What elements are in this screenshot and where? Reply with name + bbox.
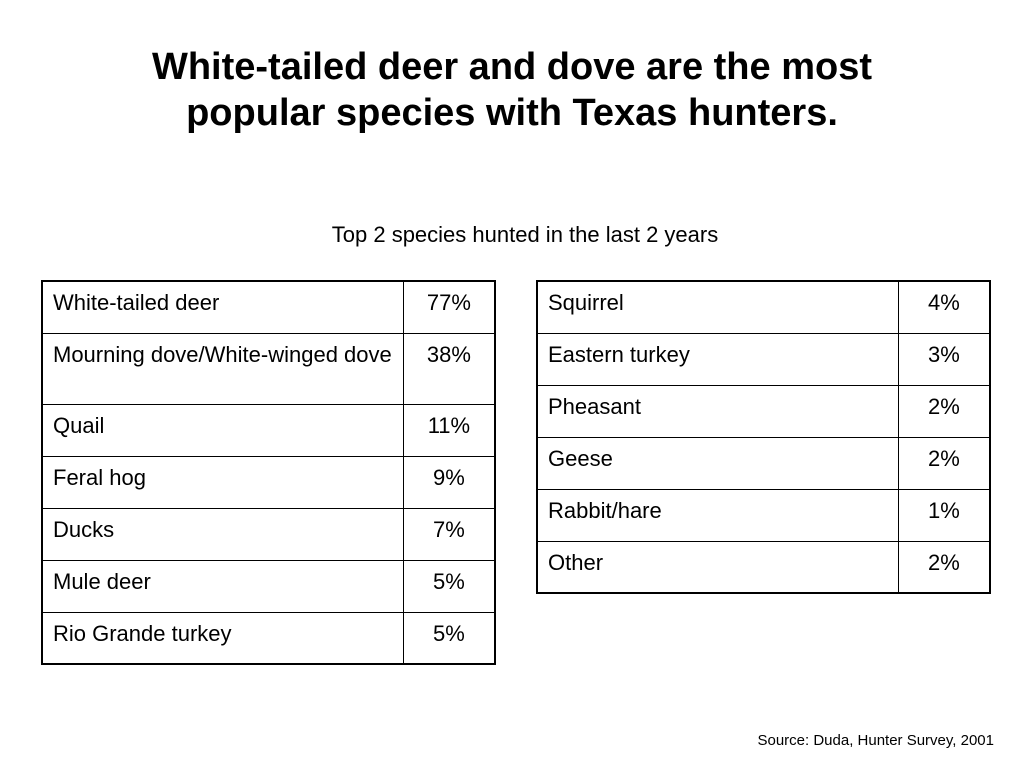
percent-cell: 2% (897, 540, 991, 594)
species-name-cell: Pheasant (536, 384, 899, 438)
species-table-left: White-tailed deer 77% Mourning dove/Whit… (41, 280, 496, 665)
percent-cell: 5% (402, 559, 496, 613)
table-row: Mule deer 5% (41, 559, 496, 613)
table-row: Rio Grande turkey 5% (41, 611, 496, 665)
table-row: White-tailed deer 77% (41, 280, 496, 334)
percent-cell: 2% (897, 436, 991, 490)
table-row: Squirrel 4% (536, 280, 991, 334)
species-name-cell: Ducks (41, 507, 404, 561)
percent-cell: 7% (402, 507, 496, 561)
species-name-cell: Rabbit/hare (536, 488, 899, 542)
percent-cell: 77% (402, 280, 496, 334)
table-row: Eastern turkey 3% (536, 332, 991, 386)
species-name-cell: Squirrel (536, 280, 899, 334)
species-name-cell: Quail (41, 403, 404, 457)
table-row: Mourning dove/White-winged dove 38% (41, 332, 496, 405)
species-name-cell: Feral hog (41, 455, 404, 509)
species-name-cell: Eastern turkey (536, 332, 899, 386)
species-name-cell: White-tailed deer (41, 280, 404, 334)
source-citation: Source: Duda, Hunter Survey, 2001 (757, 732, 994, 749)
table-row: Quail 11% (41, 403, 496, 457)
table-caption: Top 2 species hunted in the last 2 years (331, 222, 719, 247)
percent-cell: 1% (897, 488, 991, 542)
species-name-cell: Rio Grande turkey (41, 611, 404, 665)
percent-cell: 11% (402, 403, 496, 457)
percent-cell: 9% (402, 455, 496, 509)
percent-cell: 2% (897, 384, 991, 438)
slide-title: White-tailed deer and dove are the most … (100, 44, 924, 136)
species-name-cell: Mule deer (41, 559, 404, 613)
species-table-right: Squirrel 4% Eastern turkey 3% Pheasant 2… (536, 280, 991, 594)
percent-cell: 3% (897, 332, 991, 386)
species-name-cell: Mourning dove/White-winged dove (41, 332, 404, 405)
table-row: Other 2% (536, 540, 991, 594)
table-row: Rabbit/hare 1% (536, 488, 991, 542)
percent-cell: 5% (402, 611, 496, 665)
percent-cell: 38% (402, 332, 496, 405)
table-row: Geese 2% (536, 436, 991, 490)
slide-title-line-1: White-tailed deer and dove are the most (151, 46, 873, 88)
percent-cell: 4% (897, 280, 991, 334)
table-row: Ducks 7% (41, 507, 496, 561)
species-name-cell: Geese (536, 436, 899, 490)
table-row: Feral hog 9% (41, 455, 496, 509)
species-name-cell: Other (536, 540, 899, 594)
table-row: Pheasant 2% (536, 384, 991, 438)
slide-title-line-2: popular species with Texas hunters. (186, 92, 838, 134)
